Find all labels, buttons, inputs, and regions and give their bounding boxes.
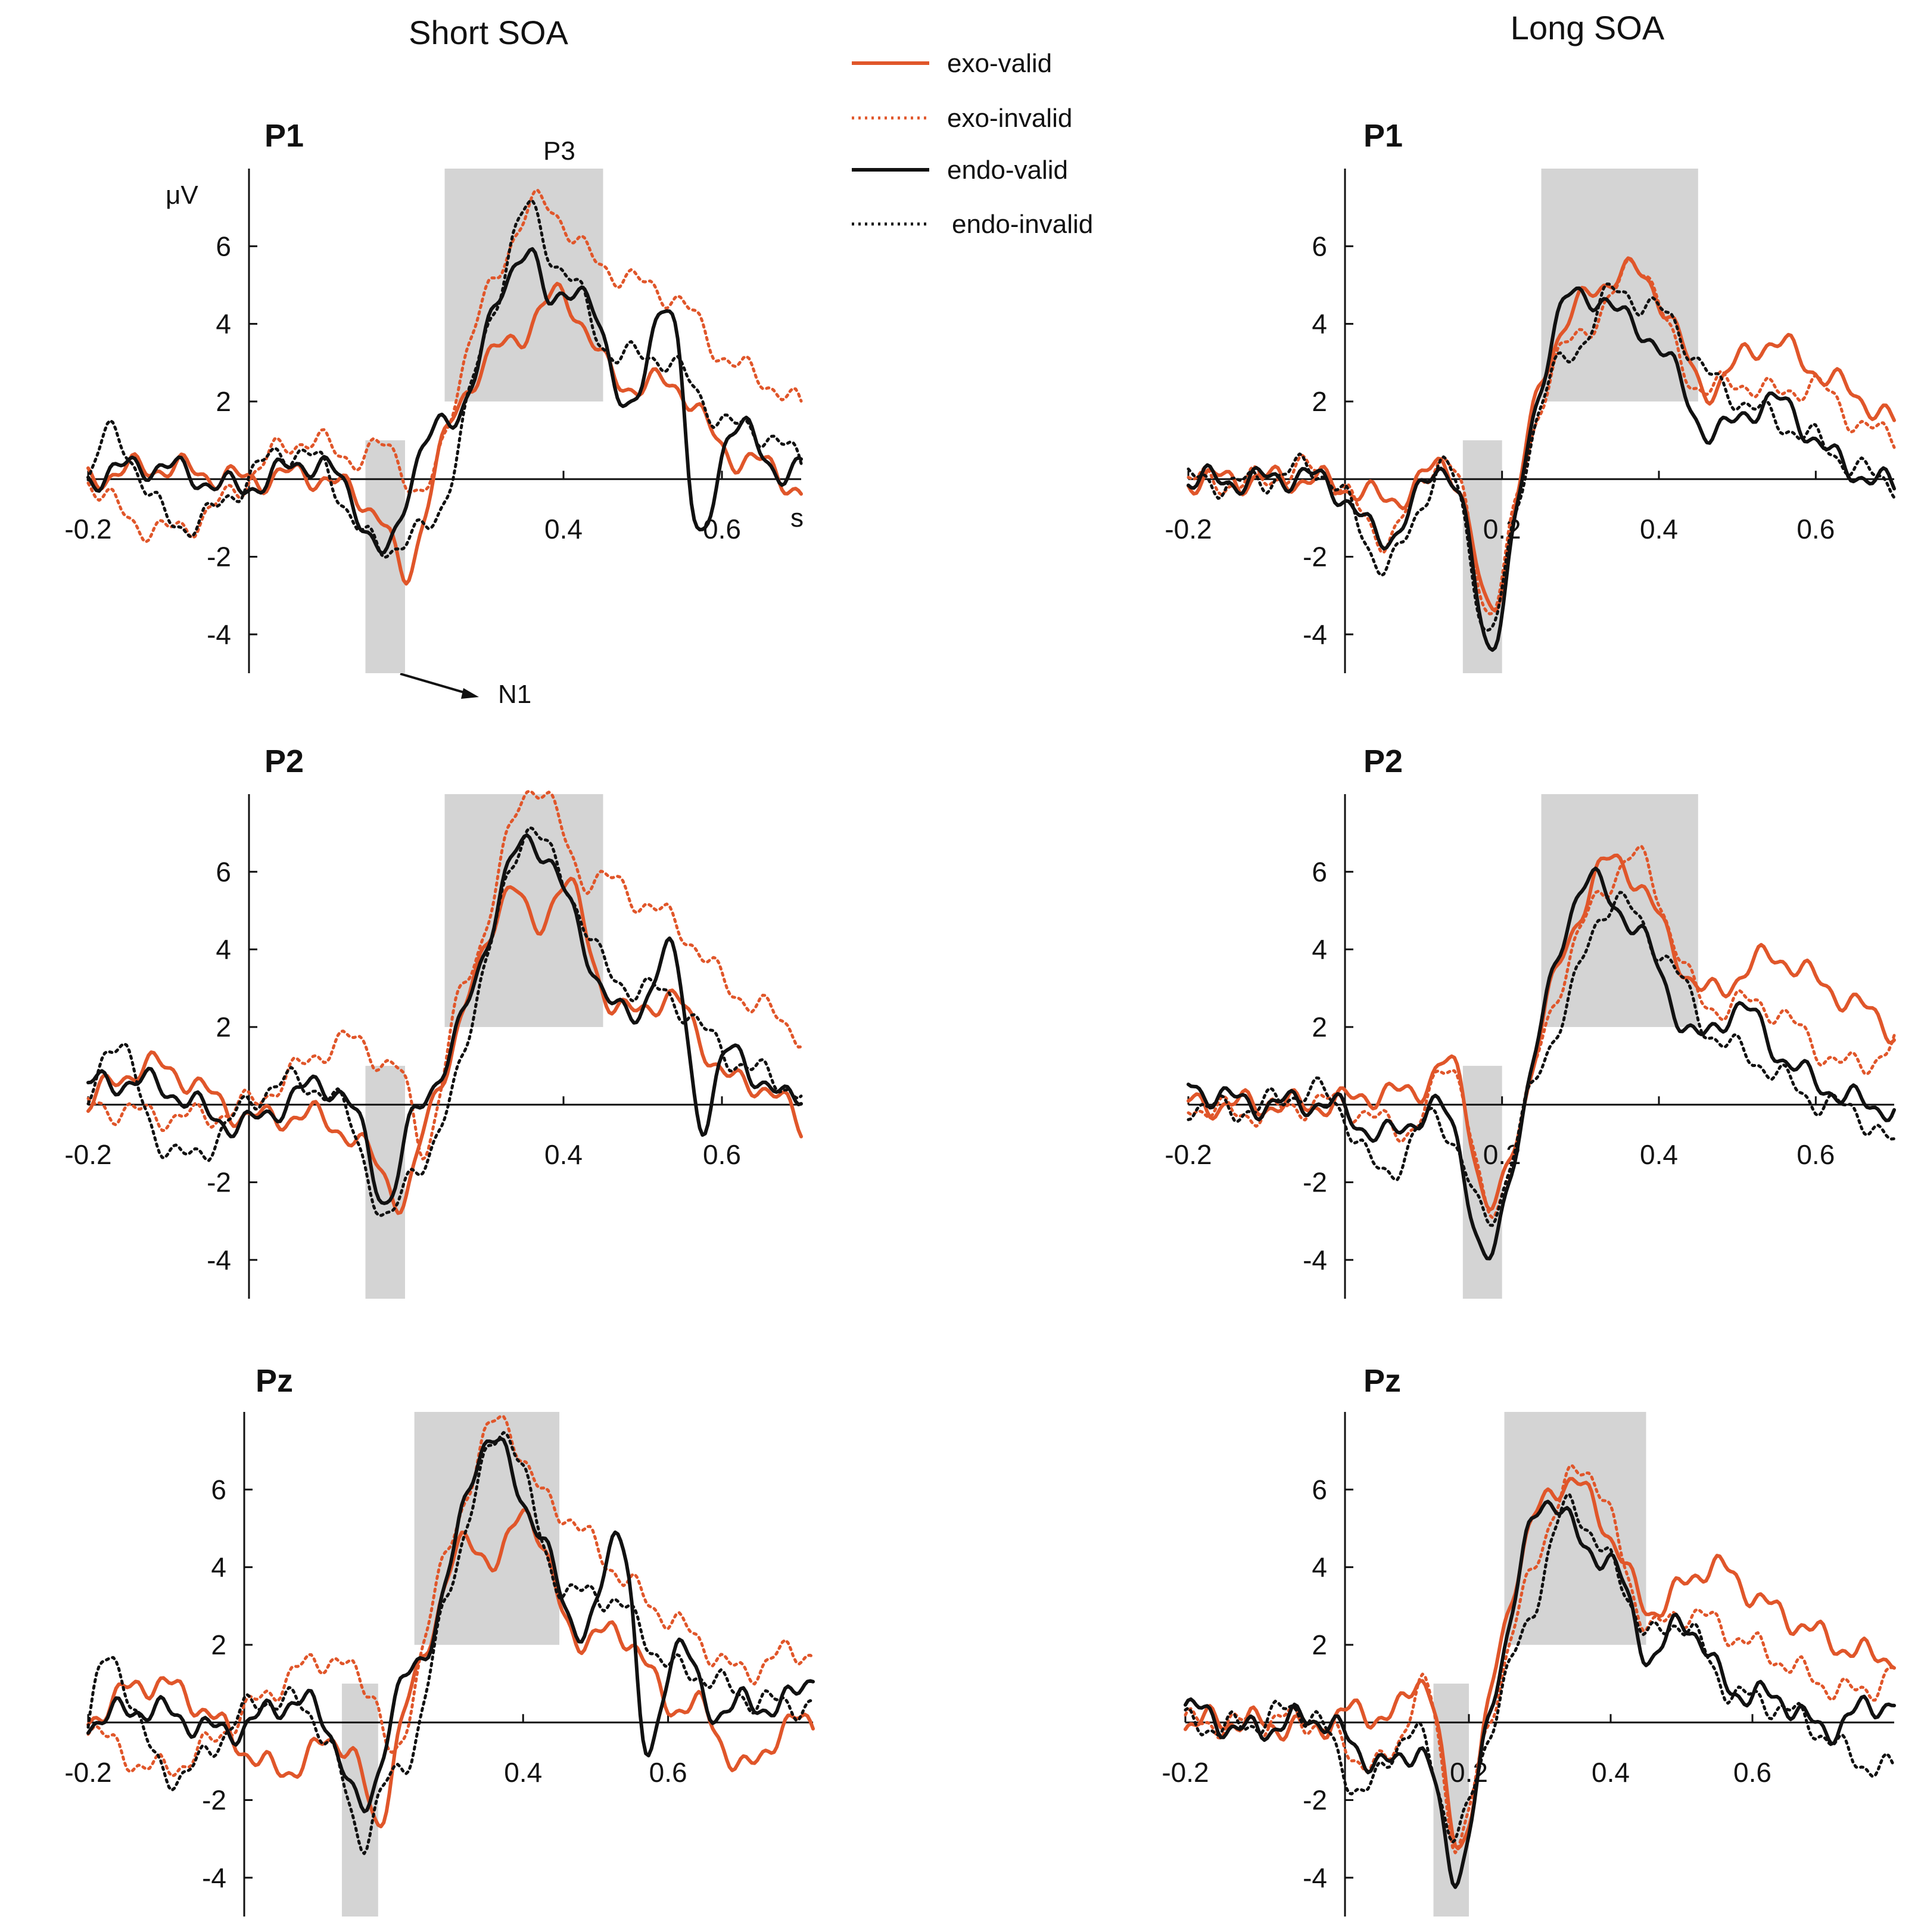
n1-arrow-line (400, 673, 468, 695)
n1-window (365, 1066, 405, 1299)
p3-window (1541, 169, 1698, 402)
n1-label: N1 (498, 680, 531, 709)
x-tick-label: 0.4 (1640, 514, 1678, 545)
y-tick-label: -2 (1303, 1785, 1327, 1816)
y-tick-label: 6 (216, 231, 231, 262)
x-tick-label: -0.2 (1165, 1139, 1212, 1170)
series-endo-valid (86, 247, 803, 555)
series-exo-valid (1187, 256, 1896, 613)
y-tick-label: 6 (1312, 1474, 1327, 1505)
series-endo-valid (86, 1436, 815, 1813)
y-unit-label: μV (166, 181, 198, 210)
y-tick-label: 6 (211, 1474, 226, 1505)
y-tick-label: 2 (216, 1012, 231, 1043)
x-tick-label: -0.2 (64, 1757, 111, 1788)
panel-title: P2 (1363, 743, 1403, 779)
legend-label-endo-valid: endo-valid (947, 155, 1068, 185)
series-exo-invalid (1184, 1464, 1896, 1855)
series-endo-invalid (86, 199, 803, 559)
legend: exo-valid exo-invalid endo-valid endo-in… (852, 49, 1093, 239)
y-tick-label: 4 (1312, 934, 1327, 965)
y-tick-label: 2 (1312, 386, 1327, 417)
n1-arrow-head (461, 688, 479, 699)
y-tick-label: -2 (207, 542, 231, 573)
series-endo-valid (1184, 1499, 1896, 1889)
x-tick-label: -0.2 (1162, 1757, 1209, 1788)
panel-title: P1 (1363, 118, 1403, 154)
column-title-short-soa: Short SOA (409, 14, 568, 51)
y-tick-label: -2 (1303, 1167, 1327, 1198)
x-unit-label: s (790, 503, 804, 533)
series-exo-invalid (1187, 845, 1896, 1219)
y-tick-label: -4 (202, 1862, 226, 1893)
column-title-long-soa: Long SOA (1511, 9, 1665, 46)
y-tick-label: -4 (1303, 1862, 1327, 1893)
x-tick-label: -0.2 (1165, 514, 1212, 545)
y-tick-label: 4 (216, 934, 231, 965)
x-tick-label: 0.4 (544, 1139, 583, 1170)
x-tick-label: 0.6 (1797, 514, 1835, 545)
series-endo-invalid (1187, 282, 1896, 632)
series-endo-valid (1187, 866, 1896, 1261)
p3-window (444, 169, 603, 402)
y-tick-label: 4 (211, 1552, 226, 1583)
y-tick-label: -4 (207, 1245, 231, 1275)
y-tick-label: 4 (1312, 309, 1327, 340)
panel-short-soa-p2: P2 -4 -2 2 4 6 -0.2 0.4 0.6 (64, 743, 803, 1299)
y-tick-label: 6 (216, 856, 231, 887)
x-tick-label: -0.2 (64, 1139, 111, 1170)
y-tick-label: 6 (1312, 231, 1327, 262)
y-tick-label: 2 (216, 386, 231, 417)
series-endo-valid (86, 833, 803, 1205)
annotation-n1: N1 (400, 673, 531, 709)
legend-label-exo-valid: exo-valid (947, 49, 1052, 78)
series-endo-valid (1187, 286, 1896, 652)
legend-label-endo-invalid: endo-invalid (952, 210, 1093, 239)
y-tick-label: -2 (202, 1785, 226, 1816)
y-tick-label: 6 (1312, 856, 1327, 887)
x-tick-label: 0.4 (1592, 1757, 1630, 1788)
y-tick-label: 2 (1312, 1012, 1327, 1043)
panel-title: P2 (264, 743, 304, 779)
series-endo-invalid (1184, 1493, 1896, 1844)
y-tick-label: 4 (1312, 1552, 1327, 1583)
series-endo-invalid (1187, 891, 1896, 1227)
y-tick-label: 4 (216, 309, 231, 340)
y-tick-label: 2 (1312, 1629, 1327, 1660)
panel-title: Pz (1363, 1363, 1401, 1399)
legend-label-exo-invalid: exo-invalid (947, 104, 1072, 133)
series-exo-invalid (1187, 258, 1896, 615)
panel-title: Pz (256, 1363, 293, 1399)
x-tick-label: 0.6 (1797, 1139, 1835, 1170)
panel-short-soa-pz: Pz -4 -2 2 4 6 -0.2 0.4 0.6 (64, 1363, 815, 1917)
y-tick-label: -4 (207, 619, 231, 650)
panel-title: P1 (264, 118, 304, 154)
y-tick-label: 2 (211, 1629, 226, 1660)
series-exo-invalid (86, 1414, 815, 1778)
x-tick-label: 0.6 (1733, 1757, 1771, 1788)
y-tick-label: -4 (1303, 1245, 1327, 1275)
x-tick-label: -0.2 (64, 514, 111, 545)
series-exo-invalid (86, 189, 803, 544)
p3-label: P3 (543, 136, 575, 166)
x-tick-label: 0.4 (544, 514, 583, 545)
y-tick-label: -2 (1303, 542, 1327, 573)
y-tick-label: -2 (207, 1167, 231, 1198)
series-endo-invalid (86, 1431, 815, 1855)
x-tick-label: 0.6 (703, 1139, 741, 1170)
x-tick-label: 0.4 (1640, 1139, 1678, 1170)
x-tick-label: 0.6 (649, 1757, 687, 1788)
series-endo-invalid (86, 826, 803, 1217)
y-tick-label: -4 (1303, 619, 1327, 650)
x-tick-label: 0.4 (504, 1757, 542, 1788)
